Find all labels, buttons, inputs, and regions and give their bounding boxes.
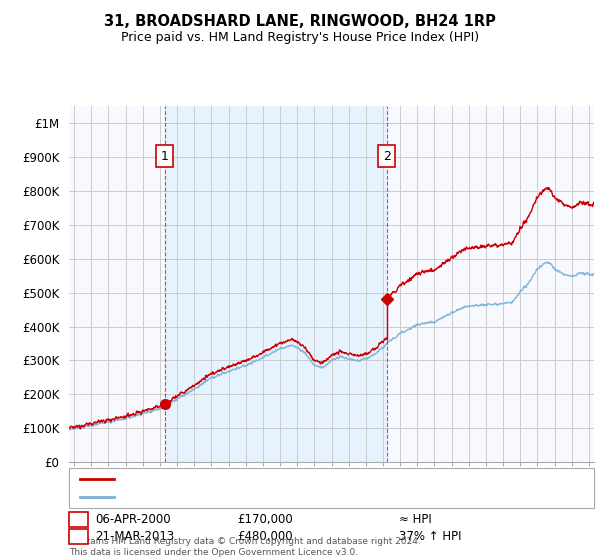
Text: 37% ↑ HPI: 37% ↑ HPI <box>399 530 461 543</box>
Text: 2: 2 <box>383 150 391 163</box>
Text: 31, BROADSHARD LANE, RINGWOOD, BH24 1RP: 31, BROADSHARD LANE, RINGWOOD, BH24 1RP <box>104 14 496 29</box>
Text: 31, BROADSHARD LANE, RINGWOOD, BH24 1RP (detached house): 31, BROADSHARD LANE, RINGWOOD, BH24 1RP … <box>120 474 483 484</box>
Text: £480,000: £480,000 <box>237 530 293 543</box>
Text: Contains HM Land Registry data © Crown copyright and database right 2024.
This d: Contains HM Land Registry data © Crown c… <box>69 537 421 557</box>
Text: £170,000: £170,000 <box>237 513 293 526</box>
Text: 2: 2 <box>75 530 82 543</box>
Text: 1: 1 <box>161 150 169 163</box>
Text: 1: 1 <box>75 513 82 526</box>
Bar <box>164 106 387 462</box>
Text: ≈ HPI: ≈ HPI <box>399 513 432 526</box>
Text: 06-APR-2000: 06-APR-2000 <box>95 513 171 526</box>
Text: 21-MAR-2013: 21-MAR-2013 <box>95 530 175 543</box>
Text: Price paid vs. HM Land Registry's House Price Index (HPI): Price paid vs. HM Land Registry's House … <box>121 31 479 44</box>
Text: HPI: Average price, detached house, New Forest: HPI: Average price, detached house, New … <box>120 492 383 502</box>
